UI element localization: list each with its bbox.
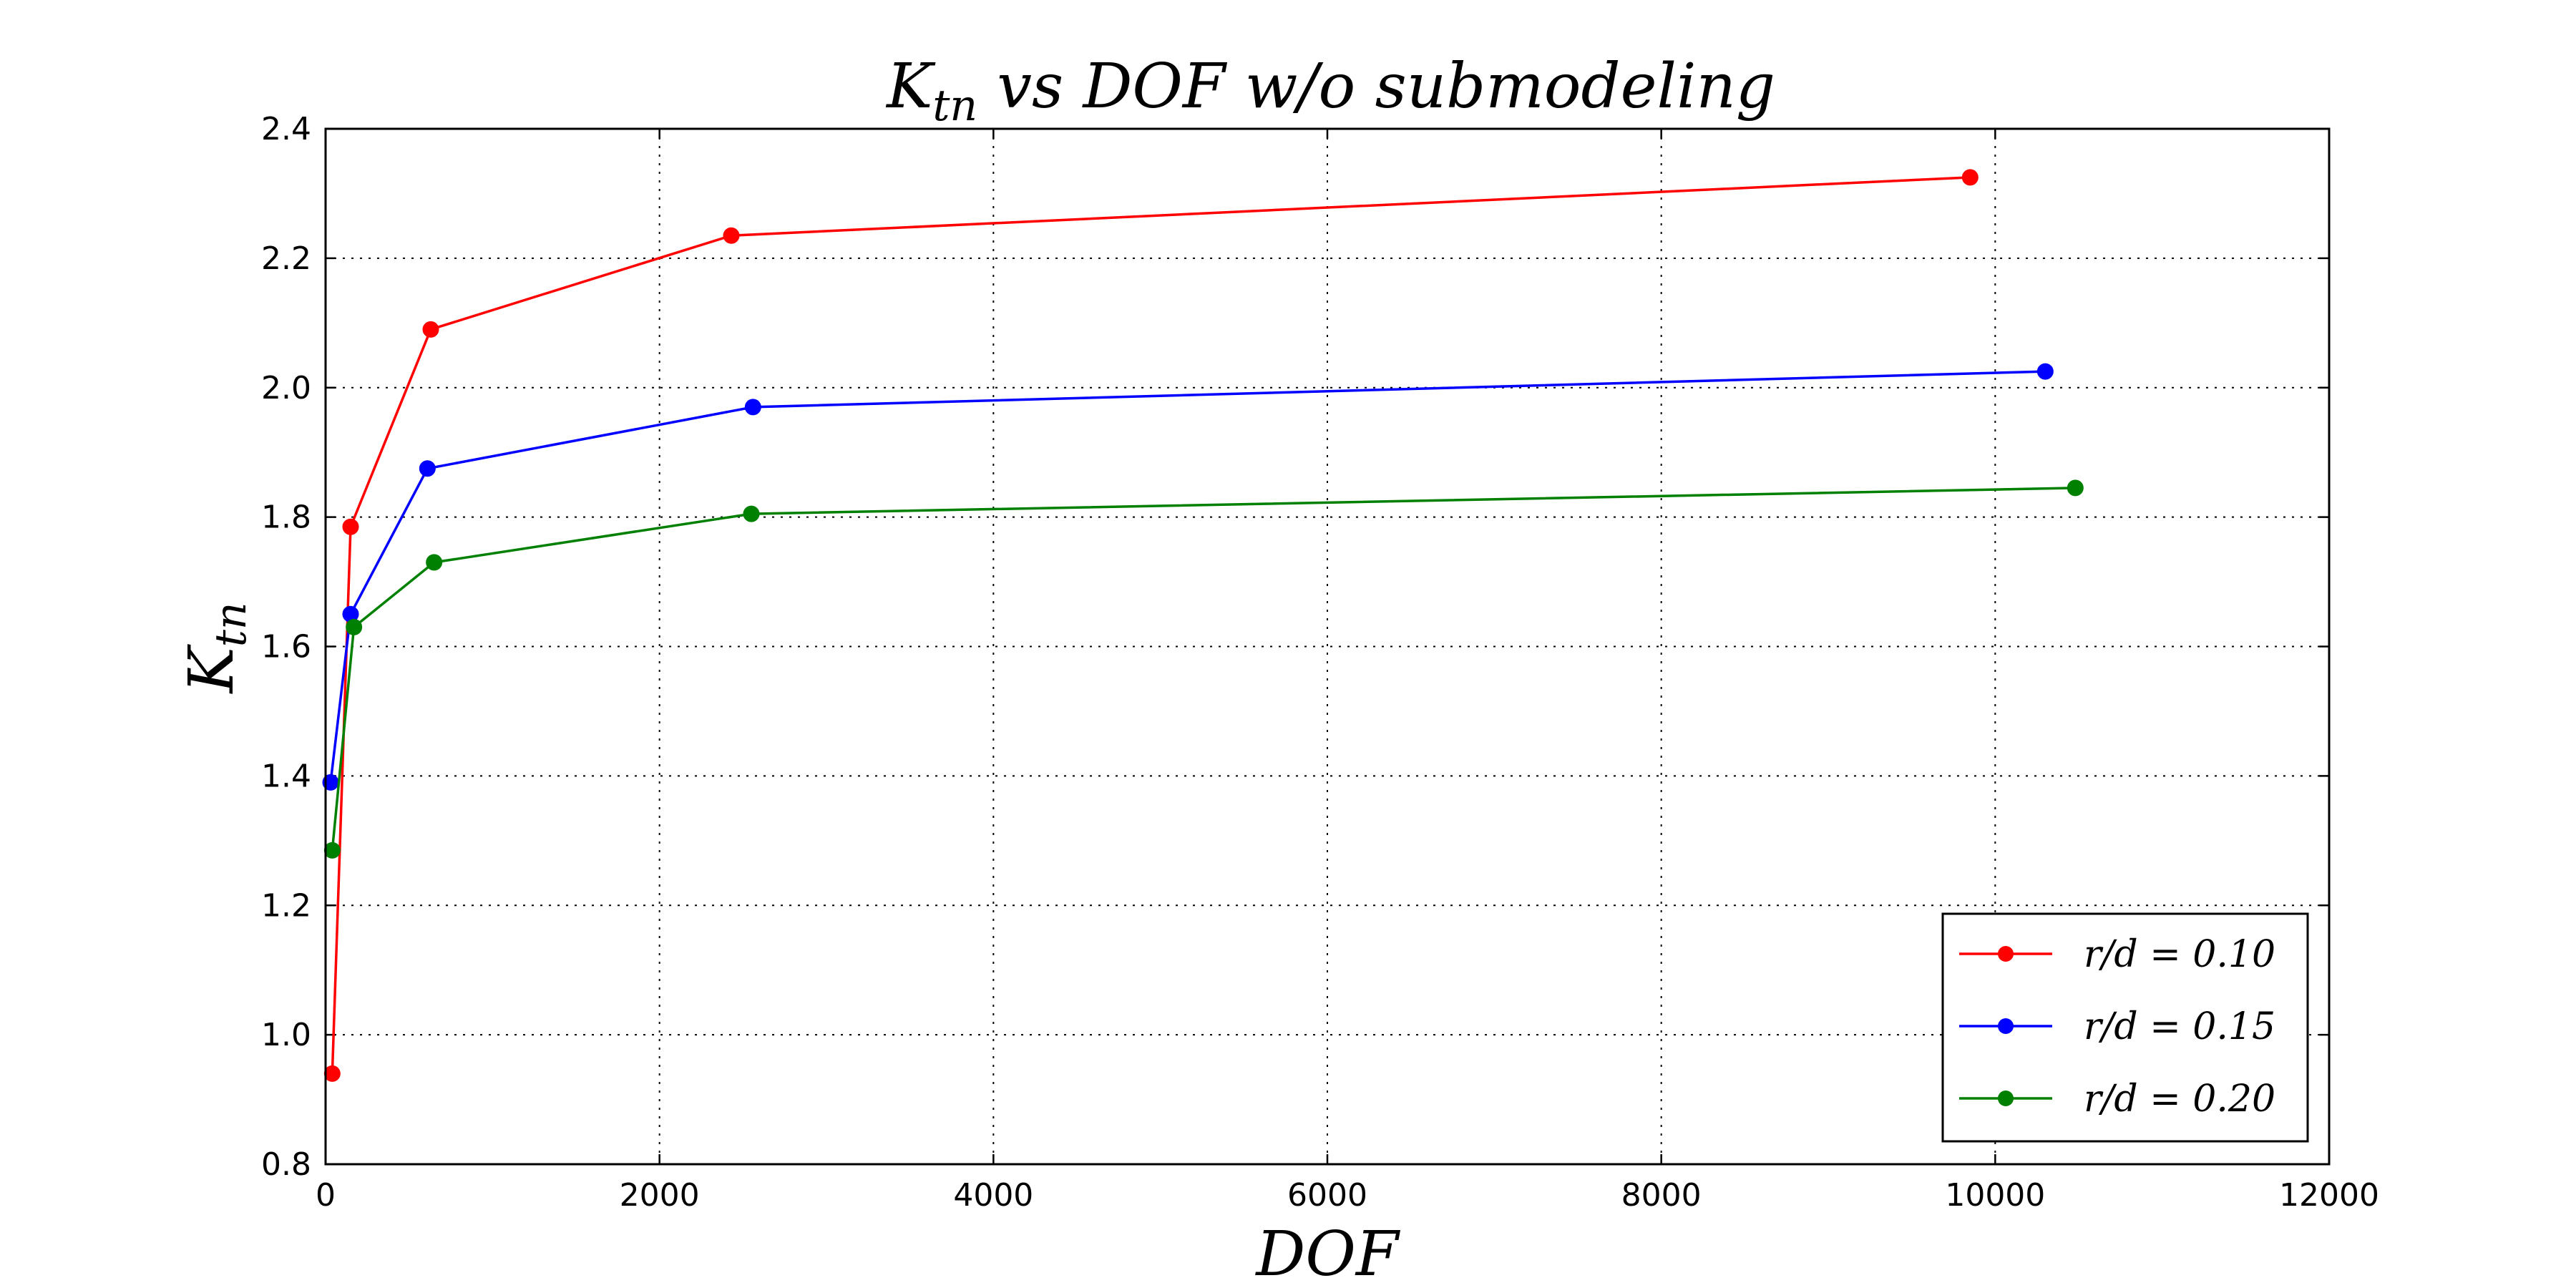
legend-marker	[1998, 1018, 2014, 1034]
data-point	[323, 841, 341, 859]
data-point	[2067, 479, 2084, 497]
y-tick-label: 1.4	[261, 758, 311, 794]
y-axis-label: Ktn	[176, 602, 256, 694]
legend-item-2: r/d = 0.20	[1959, 1078, 2275, 1121]
data-point	[419, 460, 436, 477]
data-point	[2036, 363, 2054, 380]
data-point	[346, 618, 363, 635]
x-tick-label: 4000	[953, 1177, 1033, 1214]
plot-frame	[324, 127, 2331, 1166]
series-1	[322, 363, 2054, 791]
series-line	[329, 370, 2046, 783]
data-point	[744, 399, 761, 416]
legend: r/d = 0.10 r/d = 0.15 r/d = 0.20	[1941, 912, 2309, 1143]
legend-label: r/d = 0.10	[2084, 933, 2275, 976]
legend-label: r/d = 0.20	[2084, 1078, 2275, 1121]
y-tick-label: 2.0	[261, 370, 311, 406]
y-tick-label: 0.8	[261, 1146, 311, 1183]
y-tick-label: 1.0	[261, 1017, 311, 1053]
y-tick-label: 1.8	[261, 499, 311, 536]
y-tick-label: 1.6	[261, 629, 311, 665]
data-point	[1961, 169, 1979, 186]
x-tick-label: 0	[316, 1177, 336, 1214]
series-2	[323, 479, 2084, 859]
x-tick-label: 10000	[1945, 1177, 2045, 1214]
legend-item-0: r/d = 0.10	[1959, 933, 2275, 976]
series-line	[331, 176, 1971, 1074]
legend-marker	[1998, 1091, 2014, 1106]
data-point	[723, 227, 740, 244]
y-tick-label: 1.2	[261, 887, 311, 924]
x-tick-label: 8000	[1621, 1177, 1702, 1214]
legend-item-1: r/d = 0.15	[1959, 1005, 2275, 1048]
data-series	[322, 169, 2084, 1082]
x-tick-label: 6000	[1287, 1177, 1367, 1214]
data-point	[422, 321, 439, 338]
y-tick-label: 2.4	[261, 111, 311, 147]
data-point	[323, 1065, 341, 1082]
series-line	[331, 487, 2076, 851]
legend-label: r/d = 0.15	[2084, 1005, 2275, 1048]
series-0	[323, 169, 1979, 1082]
y-tick-label: 2.2	[261, 240, 311, 277]
chart-title: Ktn vs DOF w/o submodeling	[885, 51, 1775, 131]
x-tick-label: 2000	[620, 1177, 700, 1214]
legend-marker	[1998, 946, 2014, 962]
data-point	[426, 554, 443, 571]
data-point	[342, 518, 359, 535]
x-tick-label: 12000	[2279, 1177, 2379, 1214]
axis-ticks: 0 2000 4000 6000 8000 10000 12000 0.8 1.0 1.2 1.4 1…	[261, 111, 2379, 1214]
data-point	[743, 505, 760, 522]
x-axis-label: DOF	[1254, 1219, 1400, 1288]
